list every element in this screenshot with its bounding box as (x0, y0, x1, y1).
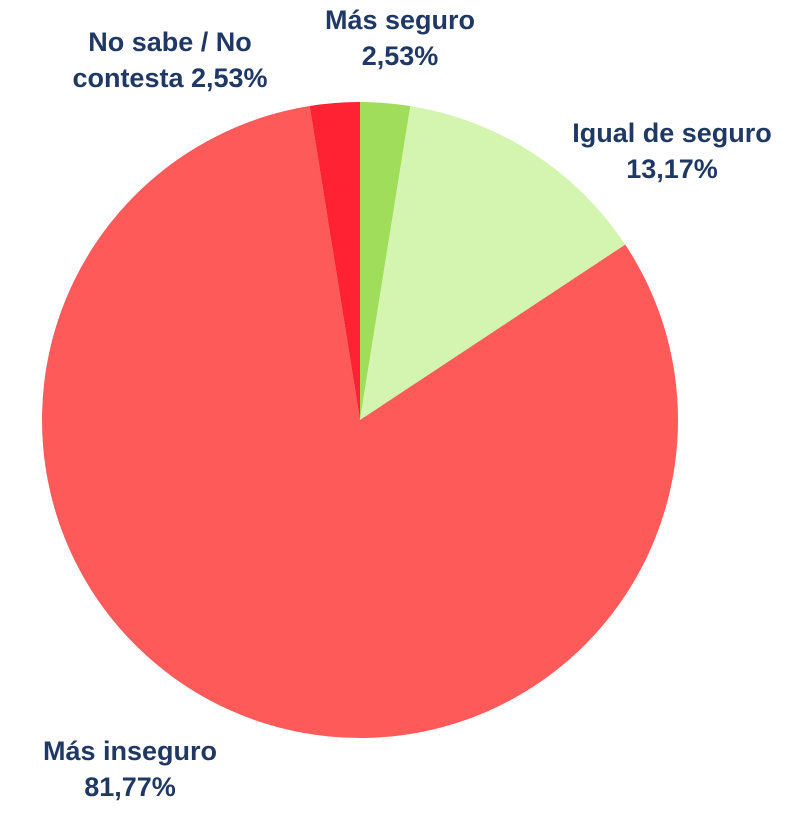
data-label: Igual de seguro 13,17% (542, 115, 796, 187)
value-label: 81,77% (84, 772, 176, 802)
category-label: No sabe / No contesta (72, 27, 252, 93)
data-label: Más seguro 2,53% (300, 2, 500, 74)
value-label: 13,17% (626, 154, 718, 184)
pie-slice (360, 106, 626, 421)
pie-slice (309, 102, 360, 420)
value-label: 2,53% (361, 41, 439, 71)
category-label: Igual de seguro (572, 118, 772, 148)
value-label: 2,53% (191, 63, 268, 93)
category-label: Más seguro (324, 5, 476, 35)
pie-slice (41, 106, 678, 738)
pie-slice (360, 102, 411, 420)
category-label: Más inseguro (42, 736, 218, 766)
data-label: No sabe / No contesta 2,53% (45, 24, 295, 96)
data-label: Más inseguro 81,77% (10, 733, 250, 805)
